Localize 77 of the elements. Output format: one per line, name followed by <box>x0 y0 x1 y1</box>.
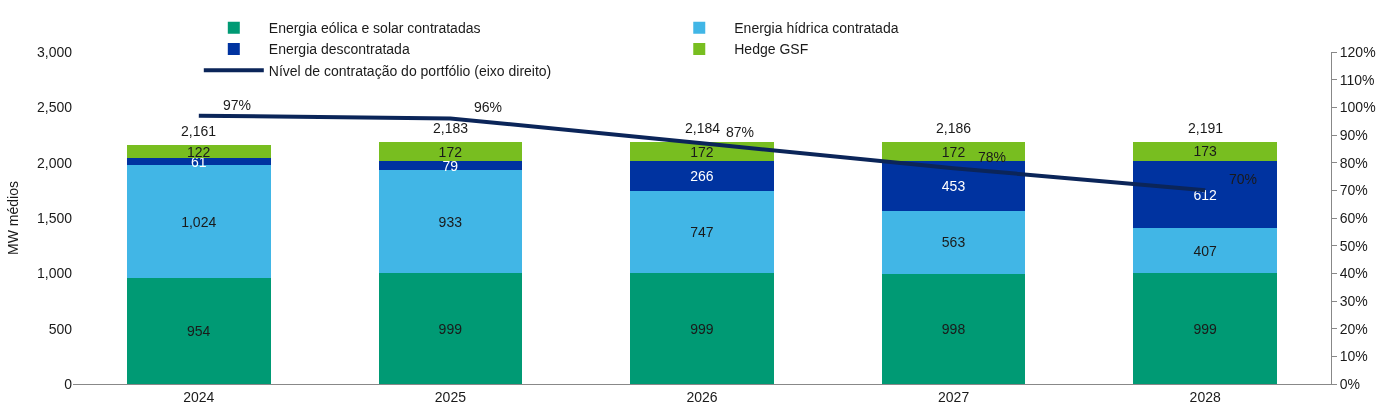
total-label: 2,191 <box>1188 120 1224 136</box>
y2-tick-label: 110% <box>1339 71 1375 88</box>
bar <box>630 161 774 191</box>
legend-label: Energia descontratada <box>268 41 410 58</box>
data-label: 70% <box>1229 171 1258 187</box>
bar <box>378 142 523 162</box>
y2-tick-label: 120% <box>1339 43 1376 60</box>
y-axis-title: MW médios <box>4 181 21 255</box>
data-label: 407 <box>1193 242 1217 259</box>
legend-label: Hedge GSF <box>734 41 809 58</box>
data-label: 266 <box>690 168 714 185</box>
y2-tick-label: 70% <box>1339 182 1368 199</box>
y-tick-label: 500 <box>48 320 73 337</box>
total-label: 2,186 <box>936 120 972 136</box>
bar <box>1133 273 1277 384</box>
y-tick-label: 3,000 <box>36 43 73 60</box>
y-tick-label: 1,000 <box>36 265 73 282</box>
legend-label: Energia hídrica contratada <box>734 20 899 37</box>
data-label: 747 <box>690 224 714 241</box>
x-tick-label: 2028 <box>1189 388 1221 405</box>
bar <box>881 273 1026 384</box>
bar <box>1133 141 1277 161</box>
y-tick-label: 2,000 <box>36 154 73 171</box>
x-tick-label: 2024 <box>183 388 215 405</box>
total-label: 2,184 <box>685 120 721 136</box>
data-label: 563 <box>941 234 966 251</box>
y2-tick-label: 80% <box>1339 154 1368 171</box>
y2-tick-label: 90% <box>1339 126 1368 143</box>
total-label: 2,183 <box>433 120 469 136</box>
data-label: 999 <box>438 320 463 337</box>
y-tick-label: 1,500 <box>36 209 73 226</box>
y2-tick-label: 100% <box>1339 99 1376 116</box>
data-label: 87% <box>726 124 755 140</box>
bar <box>630 190 774 274</box>
data-label: 172 <box>438 143 463 160</box>
data-label: 79 <box>442 157 459 174</box>
data-label: 933 <box>438 213 463 230</box>
bar <box>378 161 523 171</box>
bar <box>630 273 774 384</box>
y2-tick-label: 20% <box>1339 320 1368 337</box>
total-label: 2,161 <box>181 123 217 139</box>
bar <box>127 158 271 166</box>
bar <box>127 278 271 384</box>
bar <box>1133 160 1277 229</box>
data-label: 78% <box>978 149 1007 165</box>
bar <box>378 273 523 384</box>
bar <box>881 211 1026 274</box>
y-tick-label: 2,500 <box>36 99 73 116</box>
data-label: 1,024 <box>181 213 217 230</box>
legend-label: Energia eólica e solar contratadas <box>268 20 481 37</box>
x-tick-label: 2026 <box>686 388 718 405</box>
y2-tick-label: 0% <box>1339 375 1361 392</box>
data-label: 173 <box>1193 143 1217 160</box>
data-label: 999 <box>690 320 714 337</box>
bar <box>881 161 1026 212</box>
bar <box>127 144 271 159</box>
y2-tick-label: 10% <box>1339 348 1368 365</box>
data-label: 453 <box>941 178 966 195</box>
y2-tick-label: 30% <box>1339 292 1368 309</box>
legend-label: Nível de contratação do portfólio (eixo direito) <box>268 62 552 79</box>
data-label: 954 <box>187 323 211 340</box>
y2-tick-label: 60% <box>1339 209 1368 226</box>
data-label: 97% <box>223 97 252 113</box>
data-label: 172 <box>941 143 966 160</box>
bar <box>378 170 523 274</box>
data-label: 172 <box>690 143 714 160</box>
bar <box>1133 228 1277 274</box>
y2-tick-label: 50% <box>1339 237 1368 254</box>
data-label: 999 <box>1193 320 1217 337</box>
bar <box>127 165 271 279</box>
x-tick-label: 2025 <box>434 388 467 405</box>
data-label: 998 <box>941 320 966 337</box>
y2-tick-label: 40% <box>1339 265 1368 282</box>
bar <box>881 142 1026 162</box>
x-tick-label: 2027 <box>938 388 970 405</box>
data-label: 96% <box>474 99 503 115</box>
y-tick-label: 0 <box>64 375 73 392</box>
